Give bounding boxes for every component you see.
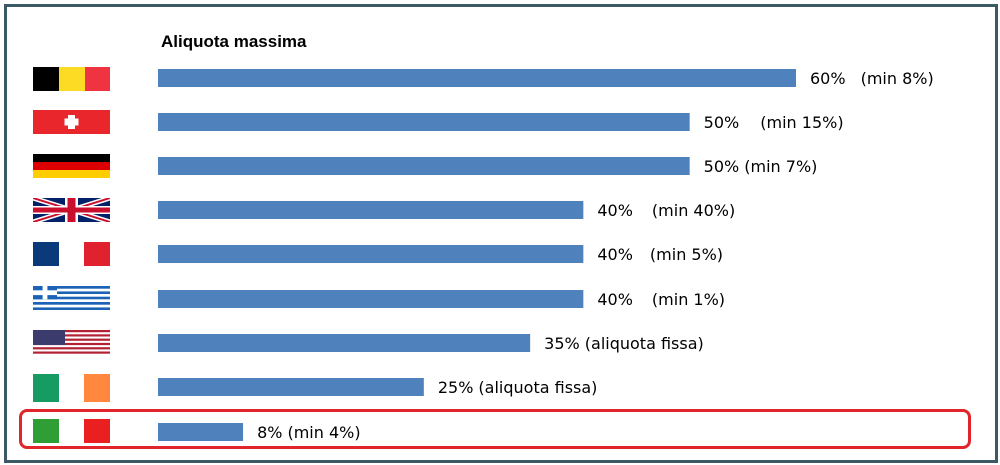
note-label: (min 7%) [744,157,817,176]
bar-belgium [158,69,796,87]
germany-flag-icon [33,154,110,178]
note-label: (aliquota fissa) [478,378,597,397]
value-label: 40% [597,201,633,220]
note-label: (aliquota fissa) [585,334,704,353]
italy-flag-icon [33,419,110,443]
value-label: 40% [597,245,633,264]
france-flag-icon [33,242,110,266]
note-label: (min 15%) [760,113,843,132]
note-label: (min 1%) [652,290,725,309]
ireland-flag-icon [33,374,110,402]
value-label: 40% [597,290,633,309]
chart-title: Aliquota massima [161,32,307,51]
note-label: (min 40%) [652,201,735,220]
switzerland-flag-icon [33,110,110,134]
belgium-flag-icon [33,67,110,91]
uk-flag-icon [33,198,110,222]
note-label: (min 5%) [650,245,723,264]
bar-greece [158,290,584,308]
note-label: (min 8%) [861,69,934,88]
value-label: 50% [704,157,740,176]
bar-ireland [158,378,424,396]
value-label: 25% [438,378,474,397]
bar-usa [158,334,531,352]
bar-switzerland [158,113,690,131]
value-label: 8% [257,423,282,442]
italy-highlight-box [19,409,971,449]
value-label: 60% [810,69,846,88]
bar-germany [158,157,690,175]
value-label: 35% [544,334,580,353]
bar-france [158,245,584,263]
bar-italy [158,423,244,441]
usa-flag-icon [33,330,110,354]
note-label: (min 4%) [287,423,360,442]
bar-uk [158,201,584,219]
greece-flag-icon [33,286,110,310]
value-label: 50% [704,113,740,132]
